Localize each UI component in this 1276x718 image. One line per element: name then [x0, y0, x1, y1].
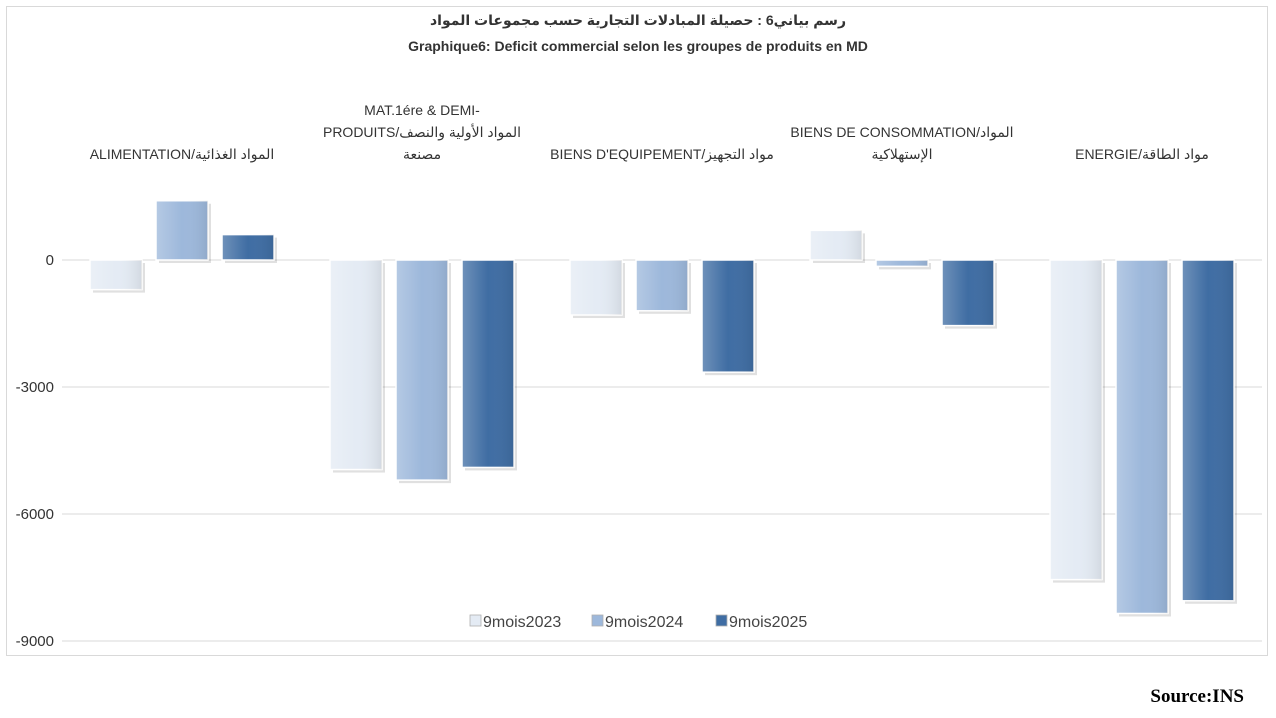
category-label: BIENS D'EQUIPEMENT/مواد التجهيز: [550, 146, 774, 163]
legend-label: 9mois2025: [729, 614, 807, 631]
bar-highlight: [1116, 260, 1168, 614]
y-tick-label: -3000: [16, 379, 54, 396]
legend-label: 9mois2024: [605, 614, 683, 631]
bar-highlight: [810, 230, 862, 260]
legend-swatch: [715, 614, 728, 627]
category-label: BIENS DE CONSOMMATION/المواد: [790, 124, 1013, 141]
bar-highlight: [570, 260, 622, 316]
bar-highlight: [1050, 260, 1102, 580]
bar-highlight: [636, 260, 688, 311]
bar-highlight: [702, 260, 754, 373]
category-label: ALIMENTATION/المواد الغذائية: [90, 146, 275, 163]
bar-highlight: [156, 200, 208, 260]
legend-swatch: [591, 614, 604, 627]
bar-highlight: [942, 260, 994, 326]
category-label: الإستهلاكية: [871, 146, 932, 163]
bar-highlight: [462, 260, 514, 468]
y-tick-label: -6000: [16, 506, 54, 523]
legend-swatch: [469, 614, 482, 627]
bar-highlight: [90, 260, 142, 290]
category-label: MAT.1ére & DEMI-: [364, 102, 480, 118]
chart-title-arabic: رسم بياني6 : حصيلة المبادلات التجارية حس…: [429, 12, 847, 28]
source-note: Source:INS: [1150, 686, 1244, 707]
bar-highlight: [330, 260, 382, 470]
bar-highlight: [396, 260, 448, 481]
chart-title-french: Graphique6: Deficit commercial selon les…: [408, 38, 868, 54]
y-tick-label: -9000: [16, 633, 54, 650]
category-label: ENERGIE/مواد الطاقة: [1075, 146, 1209, 163]
bar-highlight: [876, 260, 928, 267]
legend-label: 9mois2023: [483, 614, 561, 631]
chart-frame: [6, 6, 1268, 656]
bar-highlight: [1182, 260, 1234, 601]
category-label: PRODUITS/المواد الأولية والنصف: [323, 123, 521, 141]
bar-highlight: [222, 234, 274, 260]
y-tick-label: 0: [46, 252, 54, 269]
category-label: مصنعة: [403, 146, 441, 162]
